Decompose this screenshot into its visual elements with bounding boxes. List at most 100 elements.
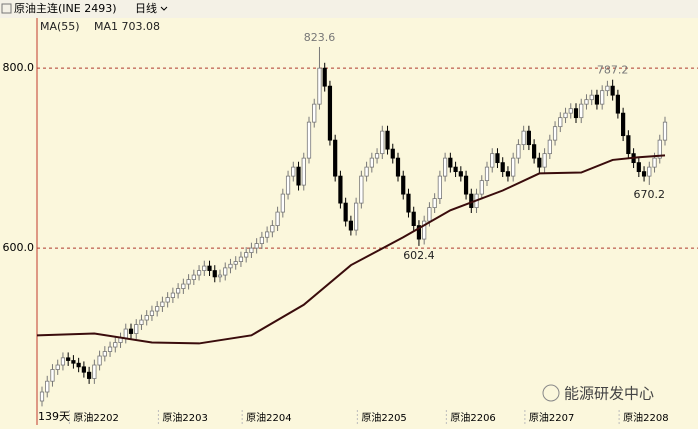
candle-body (181, 283, 186, 289)
candle-body (505, 171, 511, 177)
candle-body (511, 157, 516, 177)
candle-body (254, 243, 259, 249)
candle-body (176, 288, 181, 294)
candle-body (479, 180, 484, 195)
candle-body (364, 166, 369, 177)
candle-body (186, 279, 191, 285)
candle-body (526, 130, 531, 146)
candle-body (170, 292, 175, 298)
candle-body (395, 157, 401, 177)
candle-body (579, 103, 584, 119)
candle-body (301, 157, 306, 186)
extreme-label: 670.2 (634, 188, 666, 201)
candle-body (60, 357, 66, 366)
y-tick-label: 600.0 (3, 241, 35, 254)
candle-body (134, 324, 139, 334)
candle-body (484, 166, 490, 182)
bar-count: 139天 (38, 410, 70, 423)
candle-body (427, 207, 432, 222)
candle-body (401, 175, 406, 195)
candle-body (380, 130, 385, 155)
candle-body (233, 261, 238, 265)
candle-body (453, 166, 458, 173)
candle-body (621, 112, 626, 137)
candle-body (249, 247, 254, 253)
candle-body (128, 328, 134, 334)
x-tick-label: 原油2206 (450, 411, 495, 424)
candle-body (359, 175, 364, 204)
candle-body (443, 157, 448, 177)
candle-body (422, 220, 427, 240)
extreme-label: 787.2 (597, 64, 629, 77)
header-bar (0, 0, 698, 18)
candle-body (107, 346, 113, 352)
candle-body (333, 139, 338, 177)
candle-body (547, 139, 552, 155)
candle-body (657, 139, 662, 159)
candle-body (212, 270, 217, 278)
x-tick-label: 原油2204 (246, 411, 291, 424)
candle-body (238, 256, 244, 262)
candle-body (416, 225, 422, 240)
candle-body (265, 231, 270, 238)
candle-body (521, 130, 526, 146)
candle-body (306, 121, 312, 159)
candle-body (144, 315, 149, 321)
candle-body (39, 391, 45, 402)
candle-body (155, 306, 160, 312)
chart-title: 原油主连(INE 2493) (14, 1, 117, 15)
candle-body (327, 85, 333, 141)
candle-body (244, 252, 249, 258)
candle-body (369, 157, 374, 168)
candle-body (87, 371, 92, 379)
candle-body (102, 351, 107, 357)
x-tick-label: 原油2208 (623, 411, 668, 424)
candle-body (113, 342, 118, 348)
candle-body (285, 175, 291, 195)
candle-body (92, 364, 97, 379)
candle-body (537, 157, 542, 168)
watermark-icon (542, 384, 560, 402)
candle-body (296, 166, 301, 186)
candle-body (202, 265, 207, 271)
candle-body (76, 362, 81, 368)
candle-body (448, 157, 453, 168)
y-tick-label: 800.0 (3, 61, 35, 74)
candle-body (228, 263, 233, 269)
candle-body (322, 67, 327, 87)
candle-body (165, 297, 170, 303)
candle-body (437, 175, 442, 200)
extreme-label: 823.6 (304, 31, 336, 44)
candle-body (573, 108, 579, 119)
candle-body (542, 153, 547, 168)
candle-body (641, 171, 647, 177)
candle-body (191, 274, 196, 280)
candle-body (652, 157, 657, 168)
x-tick-label: 原油2202 (73, 411, 118, 424)
candle-body (81, 366, 86, 373)
candle-body (348, 220, 353, 231)
candle-body (259, 236, 264, 244)
candle-body (270, 225, 275, 233)
candle-body (55, 364, 60, 370)
legend-ma1: MA1 703.08 (94, 20, 160, 33)
x-tick-label: 原油2203 (162, 411, 207, 424)
candle-body (490, 153, 495, 168)
candle-body (458, 171, 463, 177)
candle-body (636, 162, 641, 173)
candle-body (594, 94, 600, 105)
candle-body (354, 202, 359, 231)
candle-body (149, 310, 155, 316)
candle-body (495, 153, 500, 164)
candle-body (374, 153, 380, 159)
dropdown-arrow[interactable] (160, 6, 168, 11)
candle-body (605, 85, 610, 92)
candle-body (662, 121, 668, 141)
candle-body (500, 162, 505, 173)
period-label: 日线 (135, 1, 157, 15)
candle-body (615, 94, 620, 114)
candle-body (600, 90, 605, 105)
candle-body (139, 319, 144, 325)
header-icon (1, 3, 12, 14)
